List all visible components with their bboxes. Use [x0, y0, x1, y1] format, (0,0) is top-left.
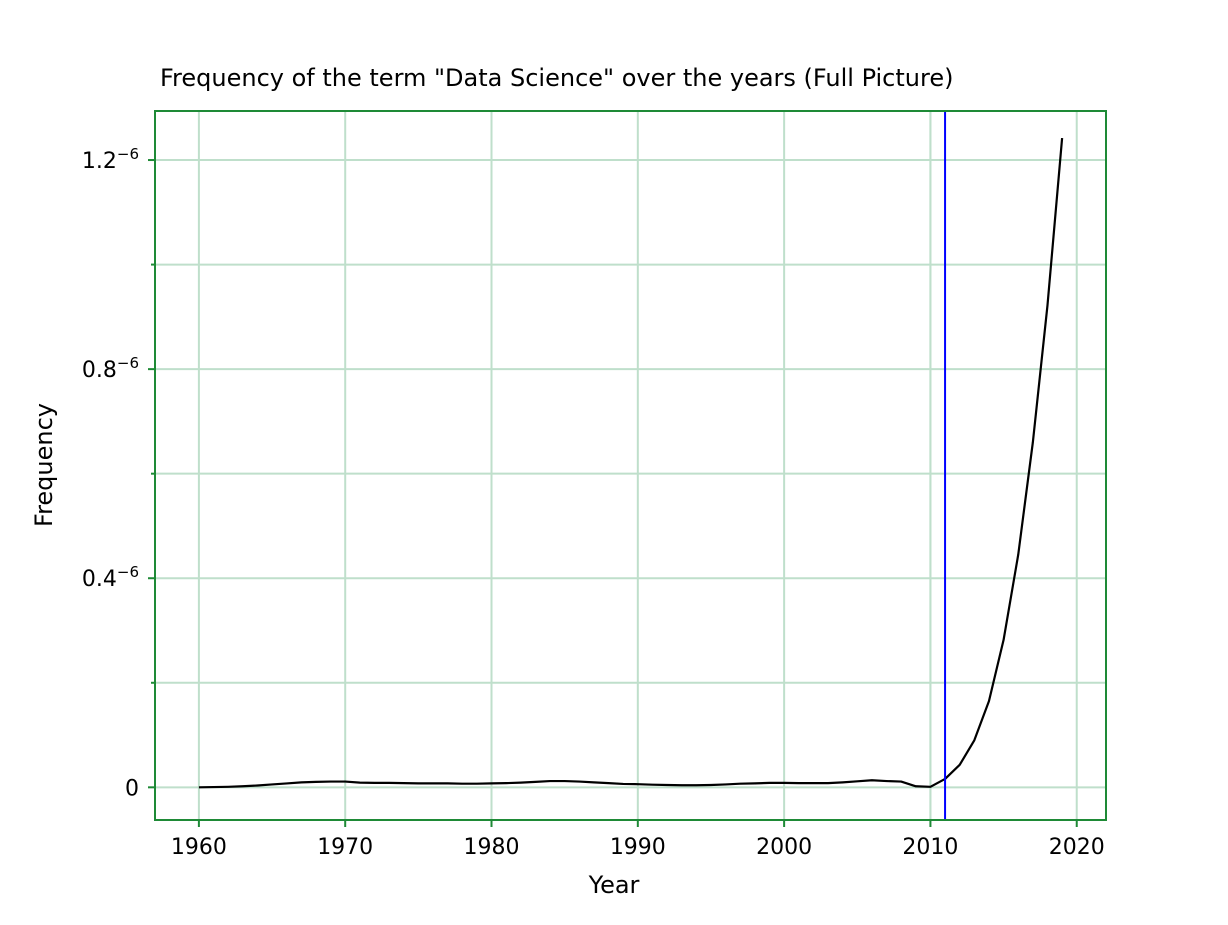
y-tick-labels: 0 0.4−6 0.8−6 1.2−6: [82, 145, 139, 801]
x-tick-label: 2010: [902, 835, 958, 860]
chart-title: Frequency of the term "Data Science" ove…: [160, 64, 953, 92]
frequency-series-line: [198, 137, 1064, 789]
y-axis-label: Frequency: [30, 403, 58, 527]
plot-frame: [154, 110, 1107, 821]
axis-ticks: [148, 159, 1078, 827]
x-tick-labels: 1960 1970 1980 1990 2000 2010 2020: [171, 835, 1105, 860]
x-tick-label: 1990: [610, 835, 666, 860]
y-tick-label: 0.8−6: [82, 354, 139, 383]
y-tick-label: 1.2−6: [82, 145, 139, 174]
x-axis-label: Year: [588, 871, 640, 899]
x-tick-label: 1980: [464, 835, 520, 860]
y-tick-label: 0: [125, 776, 139, 801]
x-tick-label: 1960: [171, 835, 227, 860]
y-tick-label: 0.4−6: [82, 563, 139, 592]
x-tick-label: 2000: [756, 835, 812, 860]
grid-lines: [155, 111, 1106, 820]
x-tick-label: 2020: [1049, 835, 1105, 860]
x-tick-label: 1970: [317, 835, 373, 860]
series-layer: [198, 137, 1064, 789]
